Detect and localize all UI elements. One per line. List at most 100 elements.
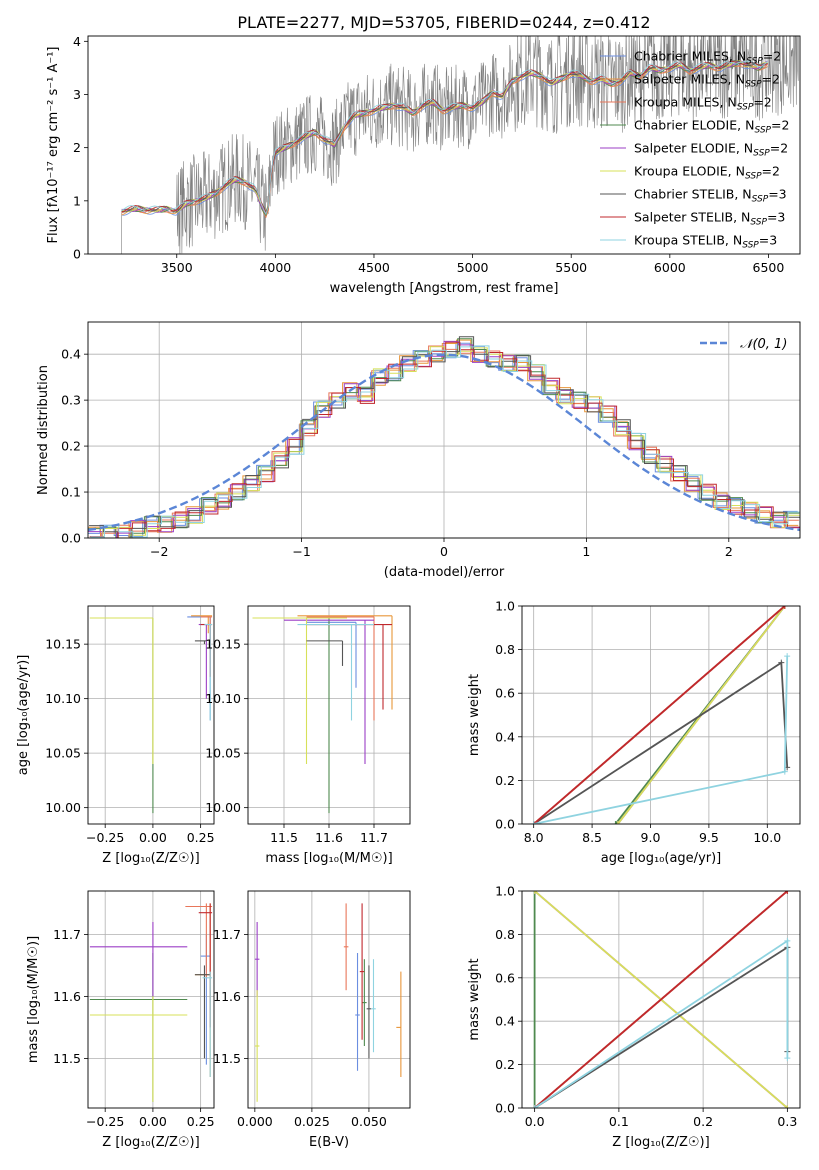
plot-area (530, 606, 791, 824)
x-tick-label: 0.25 (187, 830, 215, 845)
y-tick-label: 0.8 (495, 927, 515, 942)
x-tick-label: 8.5 (582, 830, 602, 845)
axes-frame (87, 321, 801, 539)
legend-sub: SSP (745, 80, 762, 90)
legend-sub: SSP (754, 126, 771, 136)
axes-frame (87, 35, 801, 255)
y-tick-label: 1.0 (495, 599, 515, 614)
age-vs-Z-panel: −0.25 0.00 0.25 10.00 10.05 10.10 10.15 Z [log₁… (16, 605, 215, 866)
y-tick-label: 10.10 (205, 691, 241, 706)
plot-area (89, 615, 213, 814)
y-axis-label: age [log₁₀(age/yr)] (16, 655, 31, 776)
x-tick-label: −0.25 (86, 830, 124, 845)
x-tick-label: −1 (292, 544, 310, 559)
mass-vs-EBV-panel: 0.000 0.025 0.050 11.5 11.6 11.7 E(B-V) (213, 890, 411, 1150)
model-spectrum-2 (121, 63, 769, 219)
x-tick-label: 1 (582, 544, 590, 559)
y-tick-label: 3 (73, 87, 81, 102)
legend-entry: Kroupa MILES, NSSP=2 (634, 95, 772, 113)
plot-area (531, 891, 791, 1108)
x-tick-label: 0.00 (139, 830, 167, 845)
x-tick-label: 0.000 (237, 1114, 273, 1129)
observed-spectrum (121, 36, 799, 254)
y-tick-label: 1 (73, 193, 81, 208)
x-tick-label: 0.00 (139, 1114, 167, 1129)
x-tick-label: 11.7 (360, 830, 388, 845)
plot-area (254, 903, 402, 1102)
spectrum-legend: Chabrier MILES, NSSP=2 Salpeter MILES, NS… (600, 49, 789, 251)
y-tick-label: 0.2 (61, 439, 81, 454)
weight-marker-8 (784, 1055, 791, 1062)
histogram-step-7 (89, 341, 800, 538)
x-tick-label: 0 (440, 544, 448, 559)
y-tick-label: 0.6 (495, 970, 515, 985)
x-axis-label: wavelength [Angstrom, rest frame] (330, 281, 559, 296)
legend-entry: Kroupa ELODIE, NSSP=2 (634, 164, 780, 182)
weight-vs-Z-panel: 0.0 0.1 0.2 0.3 0.0 0.2 0.4 0.6 0.8 1.0 Z [log₁₀(Z… (467, 884, 801, 1150)
y-tick-label: 11.7 (53, 927, 81, 942)
legend-count: =2 (762, 164, 780, 179)
legend-entry: Salpeter ELODIE, NSSP=2 (634, 141, 788, 159)
y-tick-label: 0.2 (495, 773, 515, 788)
weight-marker-5 (531, 891, 538, 894)
legend-count: =2 (762, 72, 780, 87)
x-tick-label: 0.025 (294, 1114, 330, 1129)
y-tick-label: 10.15 (45, 637, 81, 652)
legend-entry: Chabrier MILES, NSSP=2 (634, 49, 781, 67)
x-tick-label: 2 (725, 544, 733, 559)
x-axis-label: Z [log₁₀(Z/Z☉)] (102, 851, 199, 866)
x-tick-label: 10.0 (753, 830, 781, 845)
figure-title: PLATE=2277, MJD=53705, FIBERID=0244, z=0… (237, 13, 650, 32)
legend-entry: Chabrier STELIB, NSSP=3 (634, 187, 787, 205)
age-vs-mass-panel: 11.5 11.6 11.7 10.00 10.05 10.10 10.15 mass [lo… (205, 605, 411, 866)
plot-area (252, 615, 393, 814)
x-tick-label: −2 (150, 544, 168, 559)
x-tick-label: 0.25 (187, 1114, 215, 1129)
y-axis-label: Normed distribution (36, 365, 51, 495)
weight-vs-age-panel: 8.0 8.5 9.0 9.5 10.0 0.0 0.2 0.4 0.6 0.8 1.0 age [l… (467, 599, 801, 866)
normal-reference-curve (88, 353, 800, 532)
model-spectrum-8 (121, 60, 769, 216)
weight-marker-3 (612, 821, 619, 824)
histogram-step-8 (90, 345, 800, 538)
y-tick-label: 11.5 (213, 1051, 241, 1066)
y-tick-label: 0.0 (495, 1101, 515, 1116)
y-tick-label: 10.10 (45, 691, 81, 706)
y-tick-label: 11.5 (53, 1051, 81, 1066)
weight-line-7 (533, 606, 786, 824)
legend-sub: SSP (742, 241, 759, 251)
x-tick-label: 6000 (654, 260, 686, 275)
y-tick-label: 0.0 (61, 531, 81, 546)
legend-sub: SSP (746, 57, 763, 67)
axes-frame (247, 605, 411, 825)
legend-sub: SSP (752, 195, 769, 205)
weight-marker-5 (784, 1105, 791, 1108)
x-tick-label: 0.3 (777, 1114, 797, 1129)
weight-line-6 (533, 661, 789, 824)
y-tick-label: 10.00 (205, 800, 241, 815)
legend-entry: Salpeter STELIB, NSSP=3 (634, 210, 785, 228)
weight-marker-8 (781, 768, 788, 775)
y-tick-label: 0.2 (495, 1057, 515, 1072)
y-axis-label: mass weight (467, 958, 482, 1040)
axes-frame (521, 605, 801, 825)
legend-count: =2 (753, 95, 771, 110)
plot-area (121, 36, 799, 254)
x-tick-label: −0.25 (86, 1114, 124, 1129)
legend-count: =2 (770, 141, 788, 156)
histogram-step-6 (89, 336, 800, 538)
spectrum-panel: 3500 4000 4500 5000 5500 6000 6500 0 1 2 3 4 wavelen… (46, 34, 801, 296)
histogram-step-2 (100, 345, 799, 538)
x-tick-label: 4500 (358, 260, 390, 275)
axes-frame (247, 890, 411, 1109)
legend-count: =3 (768, 187, 786, 202)
legend-count: =2 (771, 118, 789, 133)
y-tick-label: 10.05 (205, 746, 241, 761)
y-tick-label: 2 (73, 140, 81, 155)
plot-area (88, 336, 800, 538)
legend-entry: Kroupa STELIB, NSSP=3 (634, 233, 777, 251)
histogram-step-5 (102, 346, 800, 538)
y-tick-label: 0.8 (495, 642, 515, 657)
mass-vs-Z-panel: −0.25 0.00 0.25 11.5 11.6 11.7 Z [log₁₀(Z/Z☉)]… (26, 890, 215, 1150)
weight-line-7 (534, 891, 788, 1108)
